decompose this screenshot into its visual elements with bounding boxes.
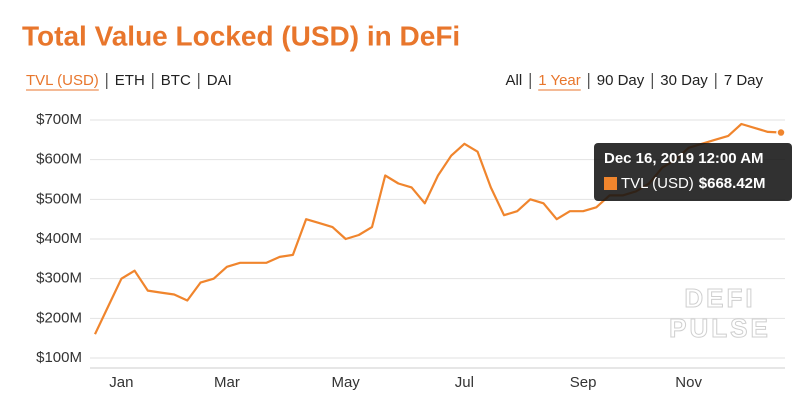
- metric-tab[interactable]: DAI: [207, 72, 232, 89]
- range-tab[interactable]: 1 Year: [538, 72, 581, 89]
- y-tick-label: $600M: [36, 151, 82, 168]
- x-tick-label: May: [331, 374, 360, 391]
- metric-tab[interactable]: BTC: [161, 72, 191, 89]
- tooltip-swatch: [604, 177, 617, 190]
- hover-point: [776, 127, 786, 138]
- metric-tab[interactable]: TVL (USD): [26, 72, 99, 89]
- range-tab[interactable]: 90 Day: [597, 72, 645, 89]
- y-tick-label: $400M: [36, 230, 82, 247]
- y-tick-label: $100M: [36, 349, 82, 366]
- chart-title: Total Value Locked (USD) in DeFi: [22, 20, 460, 51]
- tooltip-value: $668.42M: [699, 175, 766, 192]
- y-tick-label: $500M: [36, 190, 82, 207]
- x-tick-label: Sep: [570, 374, 597, 391]
- range-tab[interactable]: 7 Day: [724, 72, 764, 89]
- y-tick-label: $300M: [36, 270, 82, 287]
- tooltip-date: Dec 16, 2019 12:00 AM: [604, 150, 764, 167]
- range-tab[interactable]: All: [506, 72, 523, 89]
- y-tick-label: $200M: [36, 309, 82, 326]
- x-tick-label: Jan: [109, 374, 133, 391]
- watermark: PULSE: [669, 313, 771, 343]
- watermark: DEFI: [684, 283, 755, 313]
- tooltip-series: TVL (USD): [621, 175, 694, 192]
- range-tab[interactable]: 30 Day: [660, 72, 708, 89]
- y-tick-label: $700M: [36, 111, 82, 128]
- x-tick-label: Jul: [455, 374, 474, 391]
- tooltip-box: [594, 143, 792, 201]
- x-tick-label: Nov: [675, 374, 702, 391]
- x-tick-label: Mar: [214, 374, 240, 391]
- metric-tab[interactable]: ETH: [115, 72, 145, 89]
